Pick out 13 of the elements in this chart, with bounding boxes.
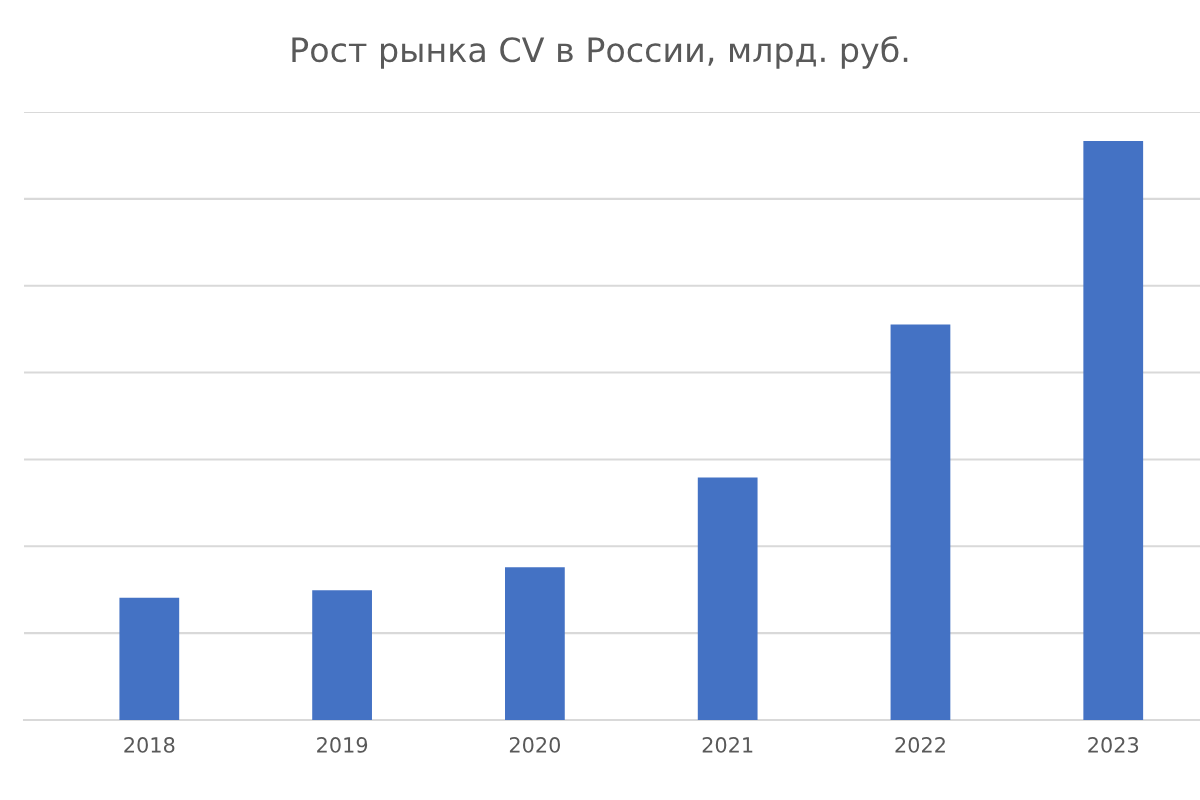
bar	[119, 597, 180, 720]
x-tick-label: 2023	[1088, 737, 1139, 753]
x-tick-label: 2021	[702, 737, 753, 753]
x-tick-label: 2022	[895, 737, 945, 753]
bar	[505, 567, 565, 720]
bar	[1083, 140, 1144, 720]
x-tick-label: 2018	[124, 737, 175, 753]
bar	[890, 324, 951, 720]
bar	[697, 477, 758, 720]
bar	[312, 590, 372, 720]
x-tick-label: 2019	[317, 737, 368, 753]
chart-title: Рост рынка CV в России, млрд. руб.	[292, 36, 908, 69]
x-tick-label: 2020	[509, 737, 561, 753]
